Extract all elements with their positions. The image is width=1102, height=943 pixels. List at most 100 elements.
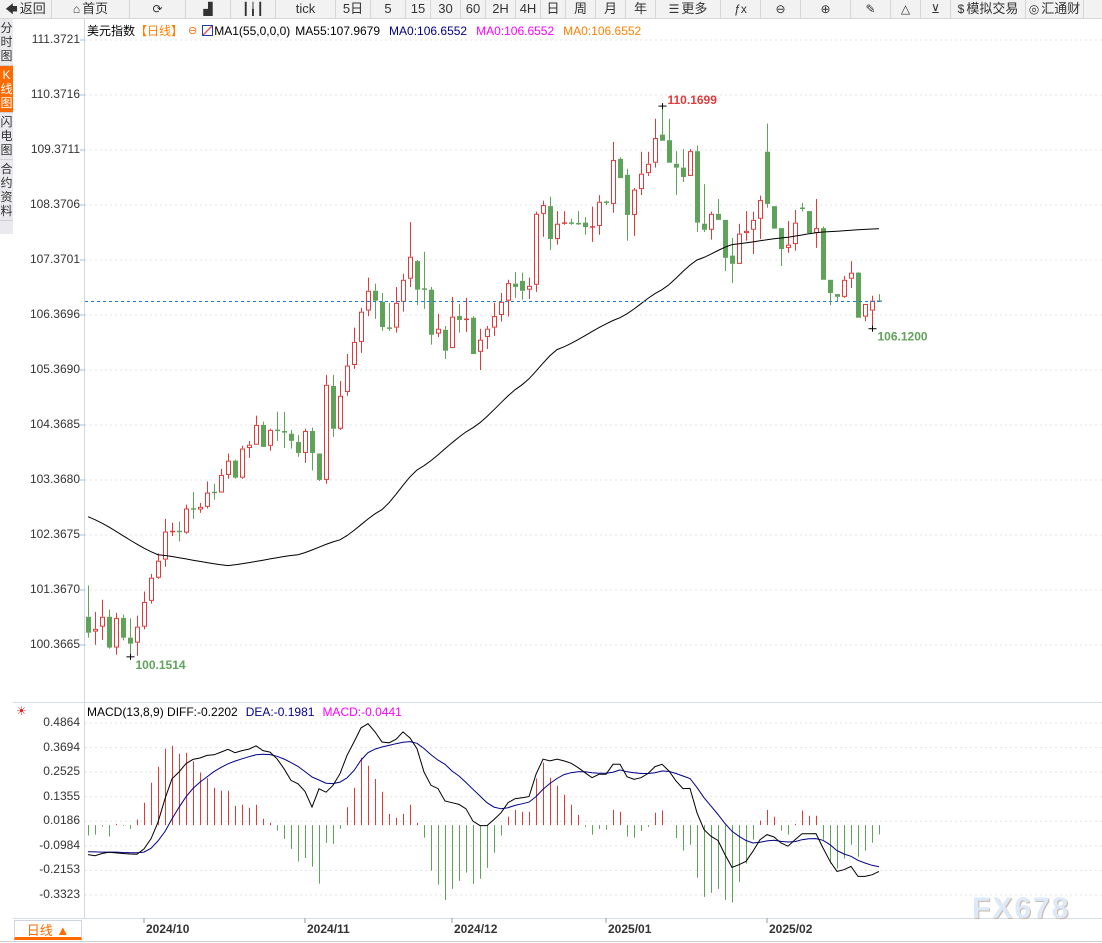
toolbar-button-7[interactable]: 5 [371,0,406,18]
macd-tick-label: -0.0984 [39,837,80,852]
toolbar-button-8[interactable]: 15 [406,0,431,18]
toolbar-button-6[interactable]: 5日 [336,0,371,18]
candle-down [128,637,133,644]
fx-icon: ƒx [734,2,747,16]
toolbar-label: 15 [410,1,426,16]
macd-settings-icon[interactable]: ☀ [16,704,27,718]
candle-down [296,441,301,453]
candle-up [492,316,497,328]
toolbar-button-14[interactable]: 周 [566,0,596,18]
candle-up [345,365,350,392]
candlestick-button[interactable]: ┃╽┃ [231,0,276,18]
candle-down [429,289,434,335]
toolbar-button-13[interactable]: 日 [541,0,566,18]
fx-button[interactable]: ƒx [721,0,761,18]
candle-down [310,430,315,453]
price-tick-label: 110.3716 [30,86,80,101]
ma-setting-label[interactable]: MA1(55,0,0,0) [214,23,291,38]
candle-up [184,508,189,533]
sidebar-item-kline[interactable]: K线图 [0,66,13,113]
refresh-button[interactable]: ⟳ [130,0,186,18]
candle-up [205,492,210,507]
candle-up [814,228,819,234]
toolbar-button-11[interactable]: 2H [486,0,516,18]
toolbar-button-5[interactable]: tick [276,0,336,18]
candle-up [324,384,329,480]
toolbar-label: 5日 [342,1,364,16]
macd-legend: MACD(13,8,9) DIFF:-0.2202 DEA:-0.1981 MA… [87,705,402,719]
candle-down [289,433,294,441]
macd-tick-label: 0.1355 [43,788,80,803]
candle-up [478,339,483,352]
candle-down [261,424,266,447]
candle-up [688,151,693,176]
toolbar-button-1[interactable]: ⌂ 首页 [52,0,130,18]
sidebar: 分时图 K线图 闪电图 合约资料 [0,19,13,234]
ma-settings-icon[interactable] [202,25,214,36]
toolbar-button-16[interactable]: 年 [626,0,656,18]
toolbar-label: 月 [603,1,617,16]
date-tick-label: 2025/01 [608,922,652,936]
zoom-in-button[interactable]: ⊕ [801,0,851,18]
macd-tick-label: 0.3694 [43,739,80,754]
candle-down [765,151,770,204]
price-tick-label: 102.3675 [29,527,80,541]
sidebar-item-contract-info[interactable]: 合约资料 [0,160,13,221]
candle-up [352,341,357,366]
triangle-button[interactable]: △ [891,0,921,18]
candle-up [401,279,406,302]
candle-up [849,272,854,279]
dea-value: DEA:-0.1981 [245,705,315,719]
candle-up [639,173,644,190]
candle-down [618,158,623,179]
toolbar-button-0[interactable]: 🡄 返回 [0,0,52,18]
toolbar-button-12[interactable]: 4H [516,0,541,18]
toolbar-label: 汇通财 [1041,1,1081,16]
sidebar-item-timeshare[interactable]: 分时图 [0,19,13,66]
candle-up [247,444,252,449]
toolbar-label: 年 [633,1,647,16]
ma55-value: MA55:107.9679 [295,23,381,38]
menu-icon: ☰ [668,2,680,16]
candle-down [471,317,476,355]
candle-up [268,429,273,446]
toolbar-button-17[interactable]: ☰ 更多 [656,0,721,18]
period-selector-button[interactable]: 日线 ▲ [14,920,82,940]
candle-down [660,134,665,141]
macd-tick-label: 0.2525 [43,764,80,779]
candle-down [716,213,721,220]
back-arrow-icon: 🡄 [5,2,18,16]
candle-up [450,316,455,348]
sidebar-item-flash[interactable]: 闪电图 [0,113,13,160]
candle-up [499,301,504,315]
candle-down [583,222,588,228]
pencil-button[interactable]: ✎ [851,0,891,18]
candle-up [198,506,203,510]
zoom-out-button[interactable]: ⊖ [761,0,801,18]
candle-up [709,213,714,230]
triangle-down-button[interactable]: ⊻ [921,0,951,18]
bar-chart-button[interactable]: ▟ [186,0,231,18]
toolbar-button-9[interactable]: 30 [431,0,461,18]
candle-up [541,205,546,214]
macd-tick-label: 0.0186 [43,813,80,828]
candle-down [674,163,679,168]
toolbar-button-15[interactable]: 月 [596,0,626,18]
candle-down [625,174,630,215]
extreme-label: 106.1200 [878,330,928,344]
candle-down [681,167,686,177]
toolbar-button-10[interactable]: 60 [461,0,486,18]
candle-up [219,474,224,493]
toolbar-button-25[interactable]: ◎ 汇通财 [1026,0,1084,18]
candle-up [135,626,140,643]
candle-up [254,424,259,445]
candle-down [331,385,336,429]
candle-down [233,460,238,478]
candle-up [758,200,763,219]
candle-up [653,137,658,163]
refresh-icon: ⟳ [152,2,163,16]
candle-down [457,316,462,320]
collapse-icon[interactable]: ⊖ [188,25,198,37]
toolbar-button-24[interactable]: $ 模拟交易 [951,0,1026,18]
